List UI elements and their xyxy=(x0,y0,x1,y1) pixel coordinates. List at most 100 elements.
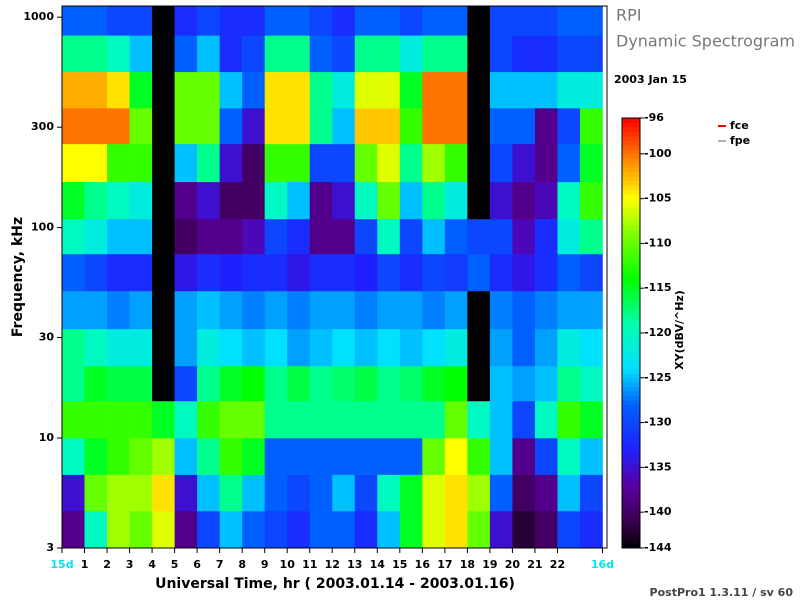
spectrogram-cell xyxy=(219,181,243,220)
spectrogram-cell xyxy=(219,474,243,512)
spectrogram-cell xyxy=(512,253,536,292)
spectrogram-cell xyxy=(287,218,311,255)
colorbar-tick-label: -110 xyxy=(644,236,672,249)
spectrogram-cell xyxy=(557,143,581,183)
spectrogram-cell xyxy=(512,143,536,183)
spectrogram-cell xyxy=(129,35,153,73)
spectrogram-cell xyxy=(422,290,446,330)
spectrogram-cell xyxy=(197,218,220,255)
spectrogram-cell xyxy=(129,71,153,109)
colorbar-segment xyxy=(622,189,640,195)
spectrogram-cell xyxy=(467,181,491,220)
spectrogram-cell xyxy=(332,510,356,549)
x-tick-label: 13 xyxy=(347,558,362,571)
spectrogram-cell xyxy=(84,253,108,292)
spectrogram-cell xyxy=(422,365,446,402)
spectrogram-cell xyxy=(152,365,175,402)
spectrogram-cell xyxy=(129,510,153,549)
spectrogram-cell xyxy=(512,400,536,439)
spectrogram-cell xyxy=(287,290,311,330)
spectrogram-cell xyxy=(152,143,175,183)
spectrogram-cell xyxy=(467,218,491,255)
colorbar-tick-label: -105 xyxy=(644,192,672,205)
spectrogram-cell xyxy=(242,218,265,255)
spectrogram-cell xyxy=(377,290,401,330)
x-tick-label: 18 xyxy=(460,558,475,571)
y-tick-label: 1000 xyxy=(23,10,54,23)
spectrogram-cell xyxy=(242,365,265,402)
spectrogram-cell xyxy=(309,143,333,183)
colorbar-segment xyxy=(622,337,640,343)
spectrogram-cell xyxy=(287,6,311,36)
spectrogram-cell xyxy=(534,510,558,549)
colorbar-segment xyxy=(622,315,640,320)
spectrogram-cell xyxy=(197,400,220,439)
colorbar-segment xyxy=(622,126,640,132)
spectrogram-cell xyxy=(579,143,603,183)
spectrogram-cell xyxy=(62,400,85,439)
spectrogram-cell xyxy=(84,437,108,475)
spectrogram-cell xyxy=(444,6,468,36)
colorbar-segment xyxy=(622,427,640,432)
spectrogram-cell xyxy=(174,437,198,475)
spectrogram-cell xyxy=(84,218,108,255)
spectrogram-cell xyxy=(62,290,85,330)
x-tick-label: 1 xyxy=(81,558,89,571)
colorbar-segment xyxy=(622,453,640,459)
spectrogram-cell xyxy=(62,365,85,402)
x-tick-label: 15d xyxy=(50,558,73,571)
spectrogram-cell xyxy=(444,181,468,220)
spectrogram-cell xyxy=(512,510,536,549)
spectrogram-cell xyxy=(467,328,491,367)
spectrogram-cell xyxy=(309,290,333,330)
x-tick-label: 15 xyxy=(392,558,407,571)
spectrogram-cell xyxy=(557,35,581,73)
spectrogram-cell xyxy=(444,328,468,367)
plot-frame xyxy=(61,5,608,549)
spectrogram-cell xyxy=(174,108,198,145)
spectrogram-cell xyxy=(219,290,243,330)
spectrogram-cell xyxy=(242,437,265,475)
spectrogram-cell xyxy=(62,143,85,183)
colorbar-segment xyxy=(622,297,640,303)
x-tick-label: 20 xyxy=(505,558,521,571)
spectrogram-cell xyxy=(467,143,491,183)
colorbar-segment xyxy=(622,440,640,446)
spectrogram-cell xyxy=(399,181,423,220)
colorbar-segment xyxy=(622,355,640,361)
spectrogram-cell xyxy=(557,6,581,36)
spectrogram-cell xyxy=(512,6,536,36)
spectrogram-cell xyxy=(579,253,603,292)
spectrogram-cell xyxy=(557,328,581,367)
chart-subtitle: Dynamic Spectrogram xyxy=(616,32,795,51)
colorbar-segment xyxy=(622,247,640,253)
spectrogram-cell xyxy=(264,108,288,145)
colorbar-segment xyxy=(622,118,640,123)
colorbar-segment xyxy=(622,153,640,159)
colorbar-segment xyxy=(622,310,640,316)
spectrogram-cell xyxy=(422,400,446,439)
spectrogram-cell xyxy=(489,35,513,73)
spectrogram-cell xyxy=(422,71,446,109)
spectrogram-cell xyxy=(84,35,108,73)
spectrogram-cell xyxy=(489,253,513,292)
spectrogram-cell xyxy=(107,35,130,73)
spectrogram-cell xyxy=(579,6,603,36)
colorbar-tick-label: -130 xyxy=(644,416,672,429)
spectrogram-cell xyxy=(444,400,468,439)
spectrogram-cell xyxy=(242,6,265,36)
spectrogram-cell xyxy=(152,6,175,36)
spectrogram-cell xyxy=(174,181,198,220)
spectrogram-cell xyxy=(399,474,423,512)
spectrogram-cell xyxy=(219,253,243,292)
spectrogram-cell xyxy=(332,474,356,512)
spectrogram-cell xyxy=(377,474,401,512)
spectrogram-cell xyxy=(422,181,446,220)
colorbar-segment xyxy=(622,306,640,312)
spectrogram-cell xyxy=(174,400,198,439)
spectrogram-cell xyxy=(489,108,513,145)
spectrogram-cell xyxy=(107,400,130,439)
spectrogram-cell xyxy=(422,143,446,183)
spectrogram-cell xyxy=(197,437,220,475)
spectrogram-cell xyxy=(219,328,243,367)
